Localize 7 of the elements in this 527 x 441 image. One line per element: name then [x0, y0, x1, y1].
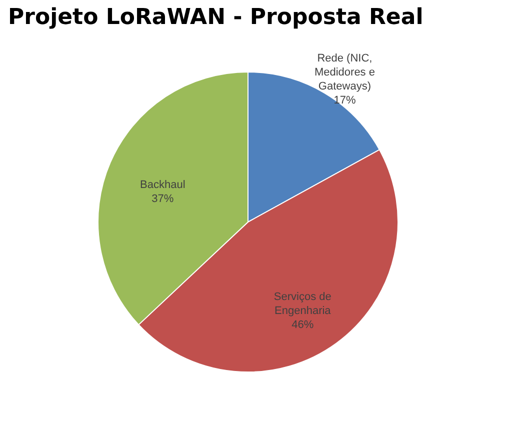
slice-label: Serviços de Engenharia — [274, 291, 332, 318]
chart-title: Projeto LoRaWAN - Proposta Real — [8, 5, 424, 30]
data-label: 37% — [152, 193, 174, 206]
slice-label: Rede (NIC, Medidores e Gateways) — [314, 52, 375, 92]
data-label: 17% — [334, 94, 356, 106]
slice-label: Backhaul — [140, 179, 186, 192]
data-label: 46% — [292, 319, 314, 332]
